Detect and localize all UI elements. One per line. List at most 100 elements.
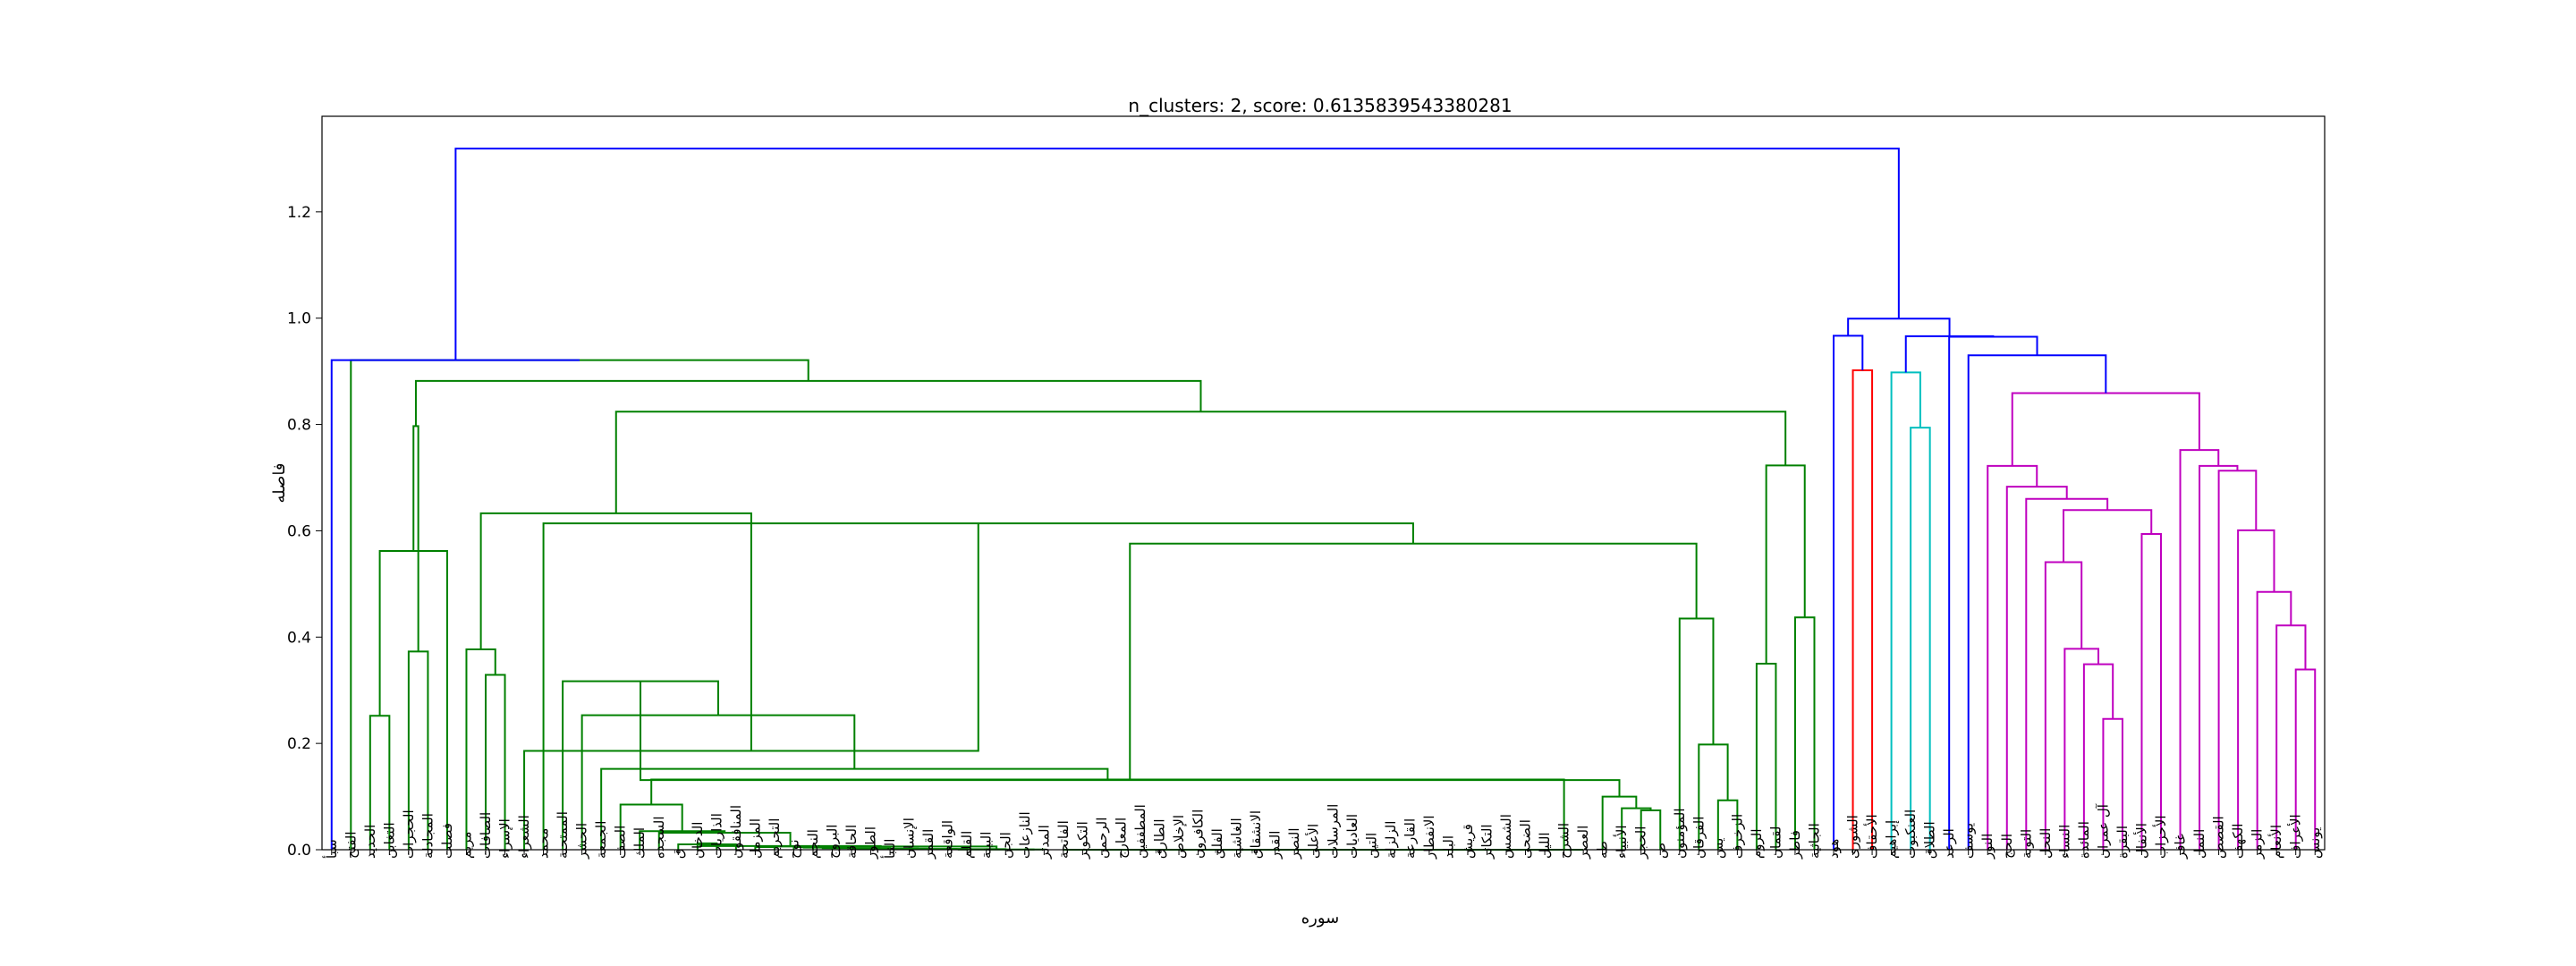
- leaf-label: ق: [670, 848, 686, 859]
- dendrogram-link: [677, 843, 722, 850]
- dendrogram-link: [580, 714, 856, 850]
- dendrogram-link: [1910, 427, 1931, 850]
- dendrogram-link: [1852, 369, 1874, 850]
- x-axis-leaf-labels: سبأ الفتح الحديد التغابن الحجرات المجادلة فصلت…: [322, 803, 2323, 860]
- leaf-label: الشرح: [1556, 823, 1572, 859]
- leaf-label: الملك: [631, 827, 648, 859]
- leaf-label: الجمعة: [593, 821, 609, 859]
- leaf-label: الإنسان: [902, 818, 918, 859]
- dendrogram-link: [2063, 648, 2100, 850]
- leaf-label: النصر: [1286, 827, 1302, 860]
- y-tick-label: 0.0: [287, 842, 311, 860]
- dendrogram-link: [1640, 809, 1662, 850]
- leaf-label: يس: [1710, 838, 1726, 859]
- leaf-label: المرسلات: [1325, 804, 1341, 859]
- leaf-label: الجن: [997, 832, 1013, 859]
- leaf-label: الرعد: [1941, 828, 1957, 859]
- leaf-label: الضحى: [1518, 819, 1534, 859]
- leaf-label: الحديد: [362, 825, 378, 859]
- dendrogram-link: [330, 359, 580, 850]
- leaf-label: الإسراء: [497, 818, 513, 859]
- leaf-label: الزخرف: [1729, 814, 1745, 859]
- leaf-label: الفتح: [343, 831, 359, 859]
- leaf-label: الفرقان: [1690, 817, 1707, 859]
- leaf-label: العنكبوت: [1902, 809, 1919, 859]
- leaf-label: هود: [1826, 839, 1842, 859]
- dendrogram-link: [699, 844, 882, 847]
- leaf-label: النساء: [2056, 825, 2072, 859]
- leaf-label: الواقعة: [940, 820, 956, 859]
- dendrogram-link: [2044, 561, 2083, 850]
- leaf-label: الزمر: [2250, 829, 2266, 860]
- dendrogram-link: [1698, 743, 1729, 850]
- leaf-label: يونس: [2307, 827, 2323, 859]
- dendrogram-link: [484, 674, 506, 850]
- dendrogram-link: [2005, 486, 2068, 850]
- leaf-label: الانشقاق: [1248, 810, 1264, 859]
- leaf-label: الصافات: [478, 812, 494, 859]
- leaf-label: التغابن: [381, 822, 397, 859]
- dendrogram-link: [2179, 449, 2220, 850]
- leaf-label: الفلق: [1209, 828, 1225, 859]
- leaf-label: الشعراء: [516, 815, 532, 859]
- dendrogram-link: [412, 425, 419, 652]
- leaf-label: نوح: [785, 839, 801, 859]
- leaf-label: الغاشية: [1229, 818, 1245, 859]
- dendrogram-link: [2140, 532, 2162, 850]
- leaf-label: الحجرات: [401, 809, 417, 859]
- leaf-label: العصر: [1575, 826, 1591, 860]
- leaf-label: النجم: [805, 829, 821, 859]
- leaf-label: لقمان: [1767, 826, 1784, 859]
- leaf-label: النور: [1979, 834, 1996, 860]
- leaf-label: الشورى: [1845, 815, 1861, 859]
- leaf-label: الممتحنة: [555, 811, 571, 859]
- dendrogram-link: [2025, 497, 2109, 850]
- leaf-label: الحج: [1999, 834, 2015, 859]
- leaf-label: الأعلى: [1305, 824, 1322, 859]
- dendrogram-link: [1755, 662, 1777, 850]
- leaf-label: النمل: [2191, 829, 2207, 859]
- y-axis-ticks: 0.0 0.2 0.4 0.6 0.8 1.0 1.2: [287, 204, 322, 860]
- leaf-label: الأحقاف: [1863, 814, 1880, 859]
- leaf-label: التكوير: [1074, 821, 1090, 860]
- y-tick-label: 1.0: [287, 310, 311, 328]
- x-axis-label: سوره: [1301, 909, 1340, 928]
- dendrogram-link: [2102, 717, 2123, 850]
- leaf-label: المنافقون: [728, 805, 744, 859]
- leaf-label: البروج: [825, 825, 842, 859]
- leaf-label: العاديات: [1344, 814, 1360, 859]
- leaf-label: المعارج: [1113, 818, 1130, 859]
- y-tick-label: 0.4: [287, 629, 311, 647]
- y-tick-label: 0.8: [287, 417, 311, 435]
- leaf-label: الزلزلة: [1383, 821, 1399, 859]
- leaf-label: الذاريات: [708, 813, 724, 859]
- leaf-label: البينة: [979, 832, 995, 859]
- dendrogram-link: [2217, 470, 2258, 850]
- leaf-label: قريش: [1460, 824, 1476, 859]
- chart-title: n_clusters: 2, score: 0.6135839543380281: [1128, 95, 1512, 116]
- dendrogram-link: [2011, 392, 2200, 466]
- dendrogram-link: [350, 359, 809, 850]
- dendrogram-link: [657, 831, 792, 850]
- leaf-label: الإخلاص: [1171, 815, 1187, 859]
- leaf-label: يوسف: [1961, 823, 1977, 859]
- dendrogram-link: [2256, 590, 2292, 850]
- leaf-label: الأنعام: [2267, 825, 2284, 859]
- leaf-label: ص: [1652, 843, 1668, 859]
- leaf-label: الدخان: [690, 822, 706, 859]
- leaf-label: التكاثر: [1479, 824, 1495, 860]
- dendrogram-link: [1987, 464, 2038, 850]
- leaf-label: إبراهيم: [1884, 820, 1900, 859]
- dendrogram-link: [562, 680, 719, 850]
- leaf-label: المطففين: [1132, 804, 1148, 859]
- dendrogram-link: [2063, 509, 2153, 563]
- dendrogram-link: [1948, 335, 2038, 850]
- y-tick-label: 0.2: [287, 735, 311, 753]
- leaf-label: القمر: [920, 829, 936, 860]
- dendrogram-link: [1765, 464, 1806, 664]
- leaf-label: الانفطار: [1421, 815, 1437, 860]
- dendrogram-link: [1967, 354, 2107, 850]
- leaf-label: الطلاق: [1922, 821, 1938, 859]
- leaf-label: آل عمران: [2095, 803, 2111, 859]
- dendrogram-link: [454, 148, 1900, 360]
